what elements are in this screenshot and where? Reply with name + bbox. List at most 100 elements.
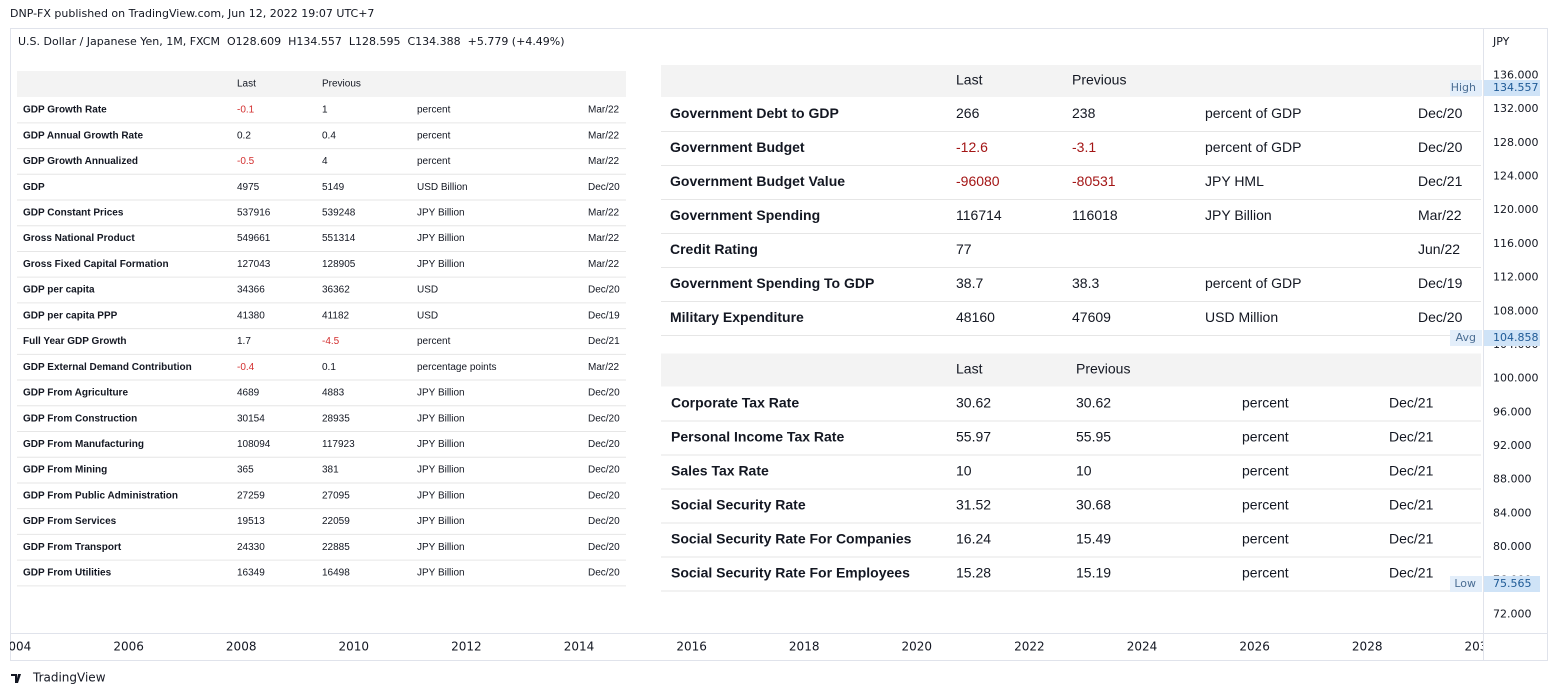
cell-previous: 38.3 [1072,275,1099,291]
table-header-bg [661,65,1481,97]
cell-previous: 55.95 [1076,429,1111,445]
cell-previous: 551314 [322,233,356,244]
cell-unit: percent [417,336,451,347]
cell-unit: percent [417,156,451,167]
cell-unit: JPY Billion [417,413,465,424]
cell-unit: JPY Billion [417,516,465,527]
cell-last: 16349 [237,568,265,579]
cell-previous: 238 [1072,105,1096,121]
year-label: 2030 [1465,640,1496,654]
cell-name: Gross Fixed Capital Formation [23,259,169,270]
marker-label: Low [1454,577,1476,590]
cell-previous: 381 [322,465,339,476]
year-label: 2014 [564,640,595,654]
cell-last: 4689 [237,388,260,399]
year-label: 2006 [113,640,144,654]
cell-date: Dec/20 [588,439,620,450]
cell-name: GDP From Agriculture [23,388,128,399]
price-tick-label: 124.000 [1493,170,1539,183]
price-tick-label: 128.000 [1493,136,1539,149]
cell-previous: 4 [322,156,328,167]
cell-name: Social Security Rate For Companies [671,531,912,547]
cell-name: GDP Growth Rate [23,105,107,116]
cell-last: 41380 [237,310,265,321]
cell-last: 34366 [237,285,265,296]
cell-date: Dec/20 [588,542,620,553]
price-tick-label: 112.000 [1493,271,1539,284]
year-label: 2028 [1352,640,1383,654]
cell-previous: 0.4 [322,130,336,141]
cell-previous: 5149 [322,182,345,193]
cell-previous: 16498 [322,568,350,579]
cell-date: Dec/21 [1389,497,1434,513]
cell-unit: percent [1242,429,1289,445]
cell-previous: 15.19 [1076,565,1111,581]
cell-previous: -3.1 [1072,139,1096,155]
cell-previous: -80531 [1072,173,1116,189]
cell-name: GDP From Utilities [23,568,112,579]
currency: JPY [1492,35,1510,48]
cell-date: Dec/19 [1418,275,1463,291]
cell-last: 365 [237,465,254,476]
column-header: Last [237,79,256,90]
cell-name: Credit Rating [670,241,758,257]
cell-previous: 30.62 [1076,395,1111,411]
cell-unit: percentage points [417,362,497,373]
cell-previous: 22885 [322,542,350,553]
cell-date: Mar/22 [1418,207,1462,223]
cell-date: Dec/20 [588,516,620,527]
cell-previous: 128905 [322,259,356,270]
cell-name: GDP From Manufacturing [23,439,144,450]
cell-date: Dec/20 [588,285,620,296]
price-tick-label: 72.000 [1493,607,1532,620]
time-axis: 2004 2006 2008 2010 2012 2014 2016 2018 2020 2022… [10,640,1496,654]
price-tick-label: 108.000 [1493,304,1539,317]
cell-previous: 10 [1076,463,1092,479]
cell-date: Dec/20 [1418,309,1463,325]
marker-label: High [1451,81,1476,94]
cell-unit: USD Million [1205,309,1278,325]
cell-date: Mar/22 [588,362,620,373]
cell-name: Full Year GDP Growth [23,336,127,347]
marker-value: 104.858 [1493,331,1539,344]
price-tick-label: 120.000 [1493,203,1539,216]
year-label: 2020 [902,640,933,654]
cell-last: 0.2 [237,130,251,141]
cell-last: 30154 [237,413,265,424]
tradingview-logo [11,674,21,683]
year-label: 2016 [676,640,707,654]
cell-previous: 36362 [322,285,350,296]
year-label: 2010 [339,640,370,654]
cell-name: Social Security Rate [671,497,806,513]
cell-unit: percent [1242,497,1289,513]
cell-unit: percent of GDP [1205,275,1302,291]
cell-last: 19513 [237,516,265,527]
cell-name: GDP Growth Annualized [23,156,138,167]
marker-value: 134.557 [1493,81,1539,94]
cell-name: Government Budget Value [670,173,845,189]
cell-last: 537916 [237,208,271,219]
cell-unit: JPY Billion [1205,207,1272,223]
price-tick-label: 116.000 [1493,237,1539,250]
cell-unit: percent of GDP [1205,105,1302,121]
cell-last: 1.7 [237,336,251,347]
cell-date: Dec/21 [1389,531,1434,547]
cell-last: 16.24 [956,531,991,547]
cell-date: Dec/20 [588,388,620,399]
cell-date: Dec/19 [588,310,620,321]
cell-unit: JPY Billion [417,208,465,219]
cell-unit: percent [1242,565,1289,581]
cell-unit: USD Billion [417,182,468,193]
cell-unit: JPY Billion [417,233,465,244]
cell-unit: percent [1242,395,1289,411]
cell-previous: 1 [322,105,328,116]
cell-name: Government Debt to GDP [670,105,839,121]
price-tick-label: 92.000 [1493,439,1532,452]
cell-name: Sales Tax Rate [671,463,769,479]
cell-previous: 117923 [322,439,355,450]
cell-previous: 22059 [322,516,350,527]
cell-last: -0.1 [237,105,255,116]
cell-name: GDP From Mining [23,465,107,476]
cell-date: Mar/22 [588,208,620,219]
cell-name: Gross National Product [23,233,135,244]
